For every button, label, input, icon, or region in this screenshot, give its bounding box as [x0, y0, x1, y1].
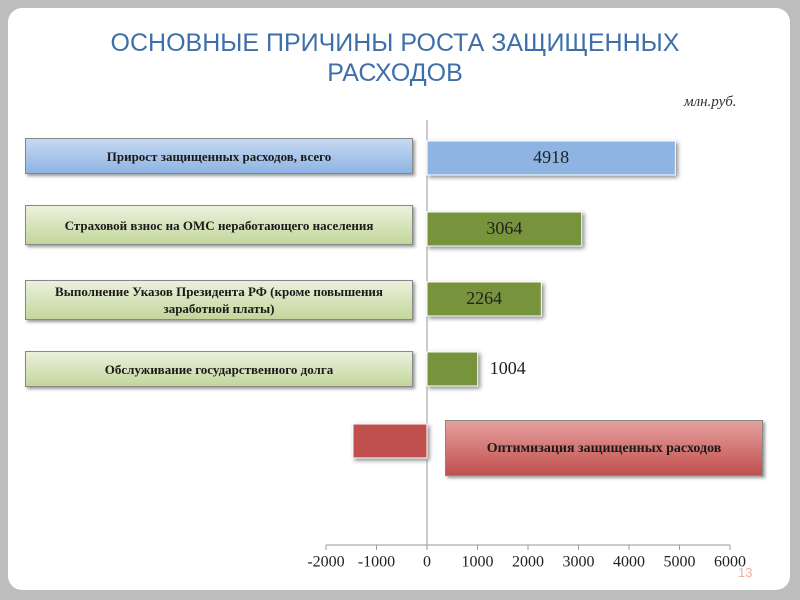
bar	[352, 423, 428, 459]
bar	[426, 140, 676, 176]
x-tick-label: -2000	[307, 554, 344, 571]
bar	[426, 211, 583, 247]
value-label: 3064	[486, 218, 522, 238]
x-tick-label: 5000	[664, 554, 696, 571]
x-tick-label: -1000	[358, 554, 395, 571]
category-label: Прирост защищенных расходов, всего	[25, 138, 413, 174]
category-label: Оптимизация защищенных расходов	[445, 420, 763, 476]
title: ОСНОВНЫЕ ПРИЧИНЫ РОСТА ЗАЩИЩЕННЫХ РАСХОД…	[110, 29, 680, 87]
unit-label: млн.руб.	[684, 94, 737, 110]
x-tick-label: 3000	[563, 554, 595, 571]
value-label: 4918	[533, 147, 569, 167]
bar	[426, 281, 542, 317]
value-label: 1004	[490, 358, 526, 378]
x-tick-label: 0	[423, 554, 431, 571]
category-label: Страховой взнос на ОМС неработающего нас…	[25, 205, 413, 245]
x-tick-label: 4000	[613, 554, 645, 571]
page-number: 13	[738, 565, 753, 580]
x-tick-label: 2000	[512, 554, 544, 571]
category-label: Обслуживание государственного долга	[25, 351, 413, 387]
x-tick-label: 6000	[714, 554, 746, 571]
x-tick-label: 1000	[462, 554, 494, 571]
value-label: 2264	[466, 288, 502, 308]
bar	[426, 351, 479, 387]
category-label: Выполнение Указов Президента РФ (кроме п…	[25, 280, 413, 320]
